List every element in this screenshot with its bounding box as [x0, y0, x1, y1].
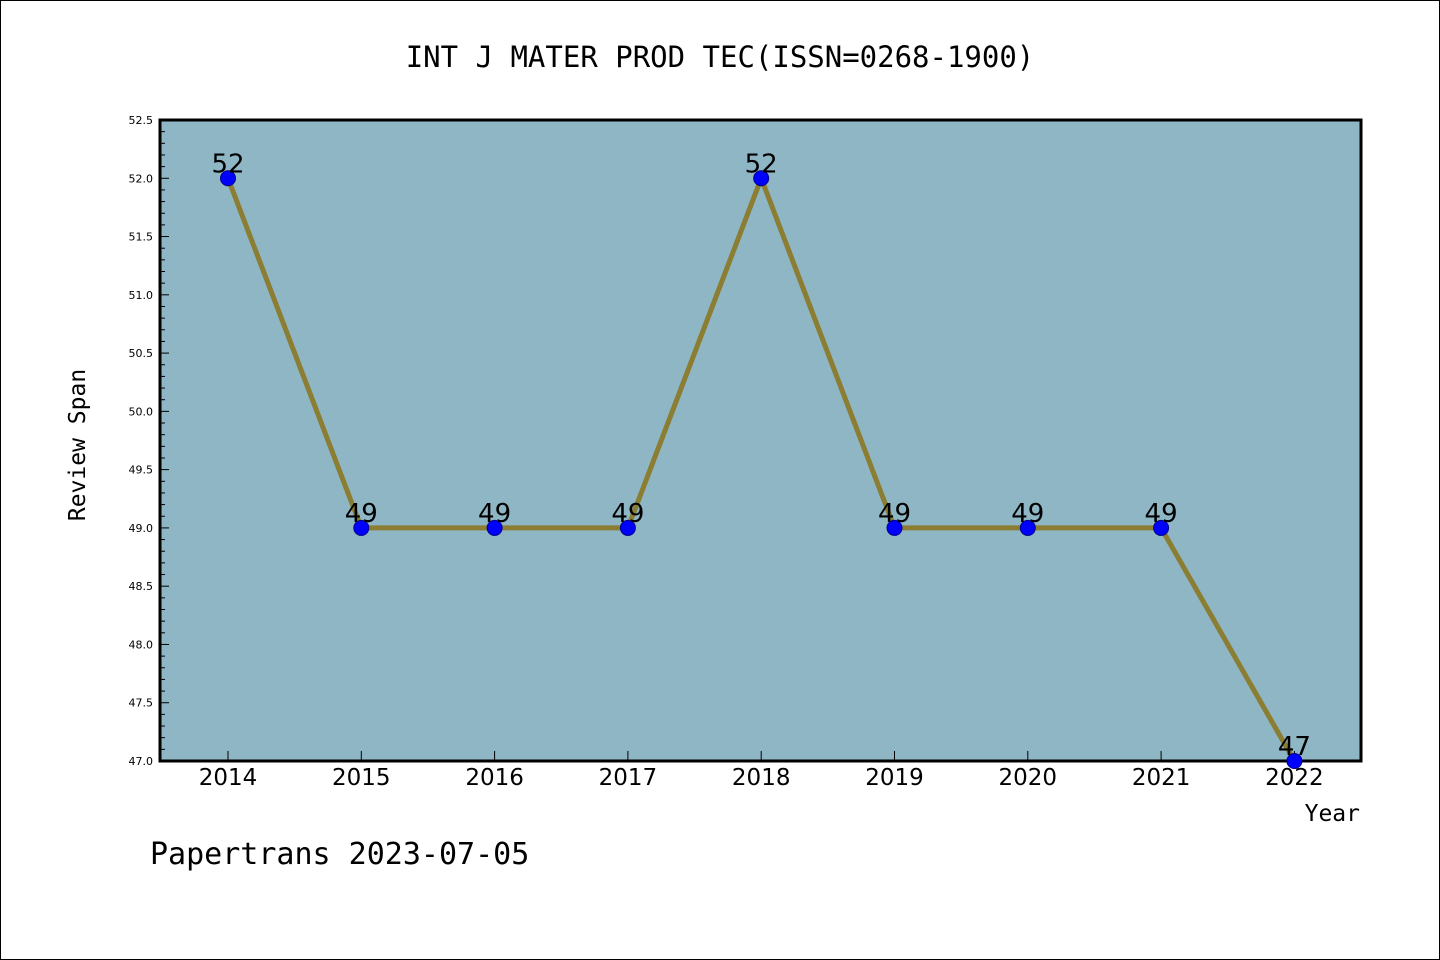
y-tick-label: 47.0	[129, 755, 154, 768]
x-tick-label: 2016	[465, 765, 524, 791]
x-tick-label: 2015	[332, 765, 391, 791]
data-point	[753, 170, 770, 187]
x-tick-label: 2017	[599, 765, 658, 791]
x-tick-label: 2014	[199, 765, 258, 791]
data-point	[1286, 753, 1303, 769]
y-axis-label: Review Span	[65, 369, 91, 521]
data-point	[1153, 519, 1170, 536]
x-tick-label: 2018	[732, 765, 791, 791]
data-label: 49	[1011, 499, 1044, 529]
data-point	[886, 519, 903, 536]
data-label: 47	[1278, 732, 1311, 762]
data-point	[486, 519, 503, 536]
data-label: 49	[478, 499, 511, 529]
y-tick-label: 52.5	[129, 114, 154, 127]
y-tick-label: 47.5	[129, 697, 154, 710]
x-tick-label: 2022	[1265, 765, 1324, 791]
data-point	[220, 170, 236, 187]
y-axis: 47.0 47.5 48.0 48.5 49.0 49.5 50.0 50.5 51.0 51.5…	[129, 114, 169, 768]
data-point	[619, 519, 636, 536]
data-label: 49	[878, 499, 911, 529]
footer-text: Papertrans 2023-07-05	[150, 837, 529, 872]
x-axis: 2014 2015 2016 2017 2018 2019 2020 2021 2022	[199, 751, 1324, 791]
data-label: 52	[211, 149, 244, 179]
data-markers	[220, 170, 1303, 769]
x-tick-label: 2019	[865, 765, 924, 791]
data-label: 49	[1145, 499, 1178, 529]
y-tick-label: 51.0	[129, 289, 154, 302]
y-tick-label: 50.0	[129, 405, 154, 418]
y-tick-label: 51.5	[129, 231, 154, 244]
plot-area	[158, 118, 1363, 763]
y-tick-label: 52.0	[129, 172, 154, 185]
data-point	[353, 519, 370, 536]
y-tick-label: 50.5	[129, 347, 154, 360]
x-axis-label: Year	[1305, 801, 1360, 827]
data-label: 49	[345, 499, 378, 529]
x-tick-label: 2020	[999, 765, 1058, 791]
y-tick-label: 48.5	[129, 580, 154, 593]
data-label: 52	[745, 149, 778, 179]
chart-title: INT J MATER PROD TEC(ISSN=0268-1900)	[406, 40, 1035, 74]
data-point	[1019, 519, 1036, 536]
y-tick-label: 49.0	[129, 522, 154, 535]
data-labels: 52 49 49 49 52 49 49 49 47	[211, 149, 1310, 762]
data-label: 49	[611, 499, 644, 529]
y-tick-label: 48.0	[129, 638, 154, 651]
x-tick-label: 2021	[1132, 765, 1191, 791]
y-tick-label: 49.5	[129, 464, 154, 477]
